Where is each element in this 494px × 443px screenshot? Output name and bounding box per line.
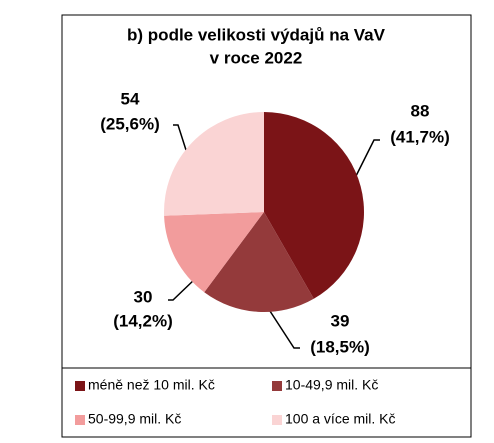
chart-title: v roce 2022 — [210, 48, 303, 67]
legend-swatch — [75, 415, 85, 425]
data-label: 88 — [411, 101, 430, 120]
legend-swatch — [75, 381, 85, 391]
data-label: (25,6%) — [100, 114, 160, 133]
leader-line — [267, 307, 300, 349]
legend-label: 100 a více mil. Kč — [285, 411, 396, 427]
legend-swatch — [272, 381, 282, 391]
legend-label: méně než 10 mil. Kč — [88, 377, 215, 393]
chart-title: b) podle velikosti výdajů na VaV — [127, 25, 386, 44]
data-label: (18,5%) — [310, 337, 370, 356]
leader-lines — [168, 124, 380, 349]
pie-slice — [204, 212, 314, 312]
data-label: 30 — [134, 287, 153, 306]
data-label: 54 — [121, 89, 140, 108]
legend-swatch — [272, 415, 282, 425]
legend-label: 10-49,9 mil. Kč — [285, 377, 378, 393]
data-label: (14,2%) — [113, 311, 173, 330]
leader-line — [354, 139, 380, 179]
data-label: (41,7%) — [390, 127, 450, 146]
pie-slice — [264, 112, 364, 299]
data-label: 39 — [331, 311, 350, 330]
leader-line — [168, 277, 197, 301]
pie-slice — [164, 212, 264, 293]
leader-line — [173, 124, 187, 151]
legend-label: 50-99,9 mil. Kč — [88, 411, 181, 427]
legend-frame — [61, 367, 472, 438]
pie-slice — [164, 112, 264, 216]
